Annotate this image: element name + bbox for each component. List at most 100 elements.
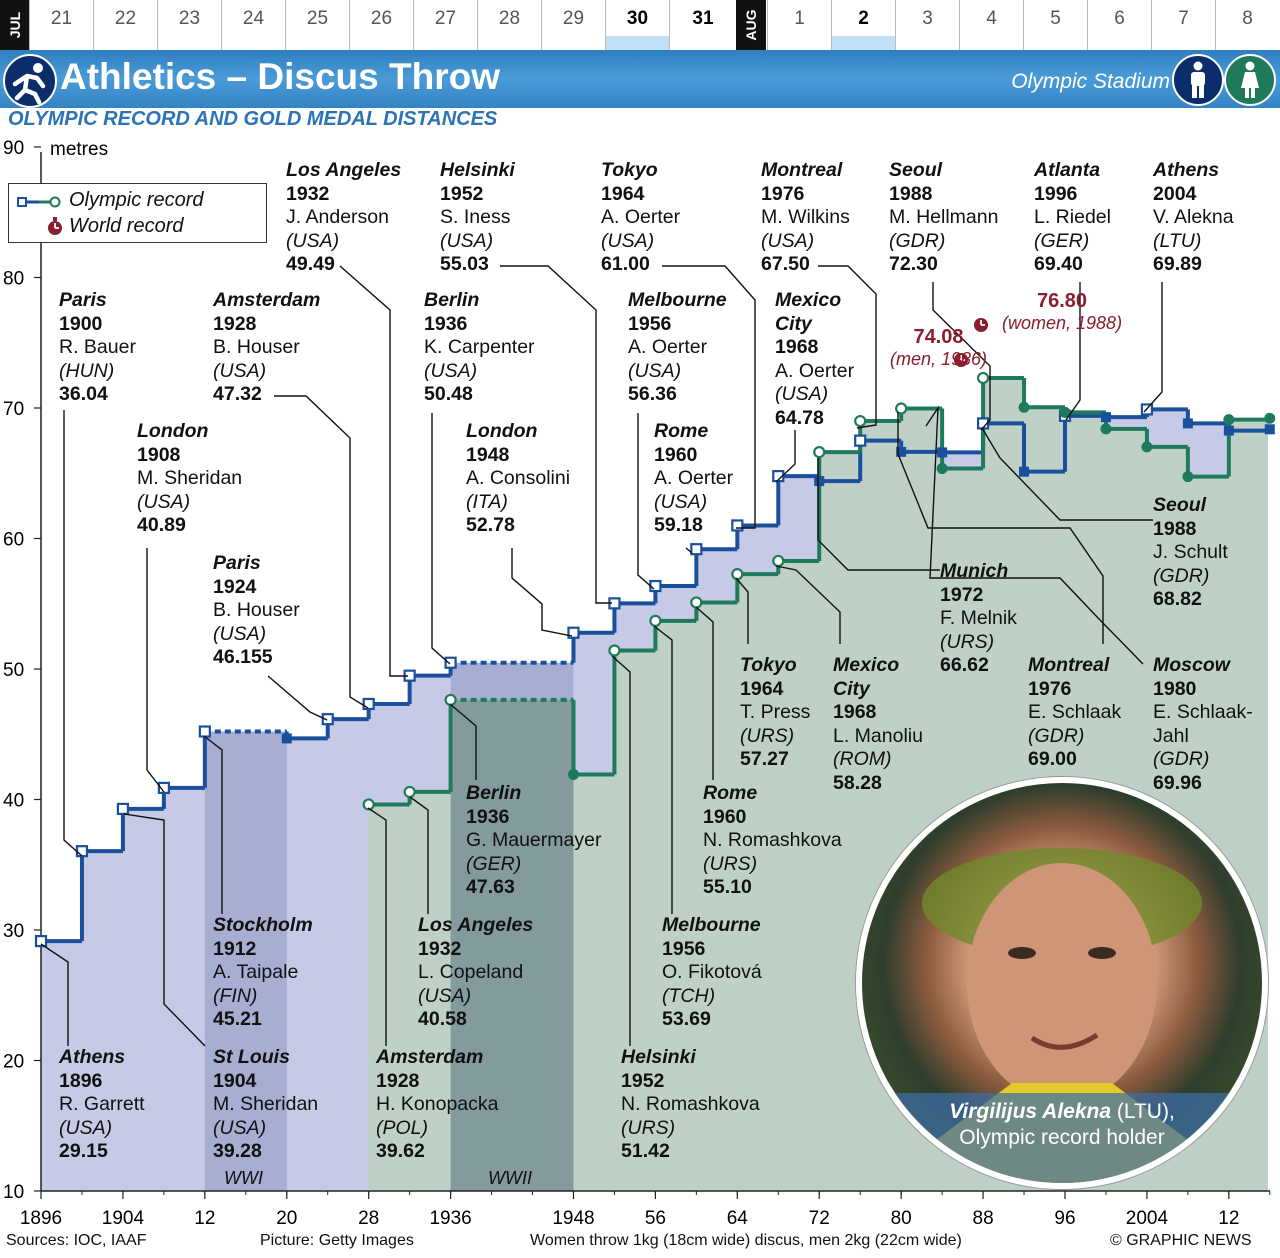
- leader-line: [695, 606, 714, 780]
- men-point: [198, 725, 211, 738]
- women-marker-icon: [49, 196, 61, 208]
- leader-line: [1065, 282, 1081, 421]
- photo-caption: Virgilijus Alekna (LTU), Olympic record …: [862, 1093, 1262, 1183]
- men-marker-icon: [17, 197, 27, 207]
- annotation-athens-2004: Athens 2004 V. Alekna (LTU) 69.89: [1153, 159, 1234, 275]
- women-point: [1141, 441, 1153, 453]
- annotation-berlin-1936: Berlin 1936 K. Carpenter (USA) 50.48: [424, 289, 535, 405]
- y-tick-label: 30: [3, 921, 24, 942]
- women-point: [772, 554, 785, 568]
- x-tick-label: 88: [973, 1208, 994, 1229]
- y-tick-label: 60: [3, 530, 24, 551]
- date-1: 1: [767, 0, 831, 50]
- date-21: 21: [29, 0, 93, 50]
- annotation-rome-1960: Rome 1960 A. Oerter (USA) 59.18: [654, 420, 734, 536]
- y-tick-label: 10: [3, 1182, 24, 1203]
- leader-line: [500, 265, 612, 604]
- title-banner: Athletics – Discus Throw Olympic Stadium: [0, 50, 1280, 108]
- leader-line: [662, 265, 756, 529]
- men-point: [444, 656, 457, 669]
- date-22: 22: [93, 0, 157, 50]
- annotation-tokyo-1964: Tokyo 1964 T. Press (URS) 57.27: [740, 654, 811, 770]
- women-point: [690, 596, 703, 609]
- discus-thrower-icon: [3, 54, 57, 108]
- page-title: Athletics – Discus Throw: [60, 56, 500, 97]
- annotation-paris-1924: Paris 1924 B. Houser (USA) 46.155: [213, 552, 300, 668]
- annotation-seoul-1988: Seoul 1988 M. Hellmann (GDR) 72.30: [889, 159, 999, 275]
- women-point: [1223, 414, 1235, 426]
- date-5: 5: [1023, 0, 1087, 50]
- man-icon: [1172, 54, 1224, 106]
- month-aug: AUG: [736, 0, 766, 50]
- leader-line: [146, 548, 165, 793]
- date-29: 29: [541, 0, 605, 50]
- x-tick-label: 1904: [102, 1208, 145, 1229]
- men-point: [896, 446, 907, 457]
- date-31: 31: [669, 0, 736, 50]
- men-point: [854, 434, 867, 447]
- women-point: [1059, 406, 1071, 418]
- date-30: 30: [605, 0, 669, 50]
- date-27: 27: [413, 0, 477, 50]
- leader-line: [367, 807, 387, 1046]
- athlete-photo: Virgilijus Alekna (LTU), Olympic record …: [856, 777, 1268, 1189]
- date-25: 25: [285, 0, 349, 50]
- leader-line: [775, 430, 796, 483]
- venue-label: Olympic Stadium: [1011, 70, 1170, 93]
- leader-line: [274, 395, 369, 709]
- men-point: [731, 519, 744, 532]
- month-jul: JUL: [0, 0, 30, 50]
- annotation-london-1948: London 1948 A. Consolini (ITA) 52.78: [466, 420, 571, 536]
- x-tick-label: 1936: [429, 1208, 471, 1229]
- men-point: [1264, 424, 1275, 435]
- legend-world: World record: [69, 215, 184, 237]
- leader-line: [817, 458, 940, 571]
- footer-credit: © GRAPHIC NEWS: [1110, 1232, 1252, 1249]
- world-record-women: 76.80 (women, 1988): [1002, 290, 1123, 333]
- x-tick-label: 28: [358, 1208, 379, 1229]
- leader-line: [897, 412, 1104, 644]
- women-point: [895, 402, 908, 415]
- women-point: [731, 568, 744, 581]
- annotation-amsterdam-1928: Amsterdam 1928 B. Houser (USA) 47.32: [213, 289, 321, 405]
- leader-line: [611, 655, 631, 1046]
- y-tick-label: 20: [3, 1052, 24, 1073]
- y-tick-label: 70: [3, 399, 24, 420]
- leader-line: [203, 735, 223, 914]
- leader-line: [925, 405, 1144, 665]
- men-point: [937, 447, 948, 458]
- x-tick-label: 1896: [20, 1208, 62, 1229]
- x-tick-label: 72: [809, 1208, 830, 1229]
- men-point: [75, 845, 89, 858]
- y-tick-label: 50: [3, 660, 24, 681]
- annotation-melbourne-1956: Melbourne 1956 A. Oerter (USA) 56.36: [628, 289, 727, 405]
- war-band: [204, 731, 287, 1191]
- date-28: 28: [477, 0, 541, 50]
- leader-line: [775, 565, 841, 644]
- y-tick-label: 40: [3, 791, 24, 812]
- date-7: 7: [1151, 0, 1215, 50]
- date-24: 24: [221, 0, 285, 50]
- men-point: [157, 781, 170, 794]
- men-point: [690, 543, 703, 556]
- world-record-men: 74.08 (men, 1986): [890, 326, 988, 369]
- annotation-paris-1900: Paris 1900 R. Bauer (HUN) 36.04: [59, 289, 136, 405]
- legend-olympic: Olympic record: [69, 189, 204, 211]
- annotation-montreal-1976: Montreal 1976 M. Wilkins (USA) 67.50: [761, 159, 850, 275]
- annotation-athens-1896: Athens 1896 R. Garrett (USA) 29.15: [59, 1046, 145, 1162]
- annotation-rome-1960: Rome 1960 N. Romashkova (URS) 55.10: [703, 782, 842, 898]
- x-tick-label: 20: [276, 1208, 297, 1229]
- leader-line: [123, 813, 206, 1047]
- date-26: 26: [349, 0, 413, 50]
- women-point: [1264, 412, 1276, 424]
- date-8: 8: [1215, 0, 1279, 50]
- men-point: [34, 934, 48, 948]
- men-point: [116, 802, 130, 815]
- women-point: [1100, 423, 1112, 435]
- footer-sources: Sources: IOC, IAAF: [6, 1232, 147, 1249]
- annotation-berlin-1936: Berlin 1936 G. Mauermayer (GER) 47.63: [466, 782, 602, 898]
- date-3: 3: [895, 0, 959, 50]
- x-tick-label: 56: [645, 1208, 666, 1229]
- x-tick-label: 1948: [552, 1208, 594, 1229]
- leader-line: [932, 282, 991, 431]
